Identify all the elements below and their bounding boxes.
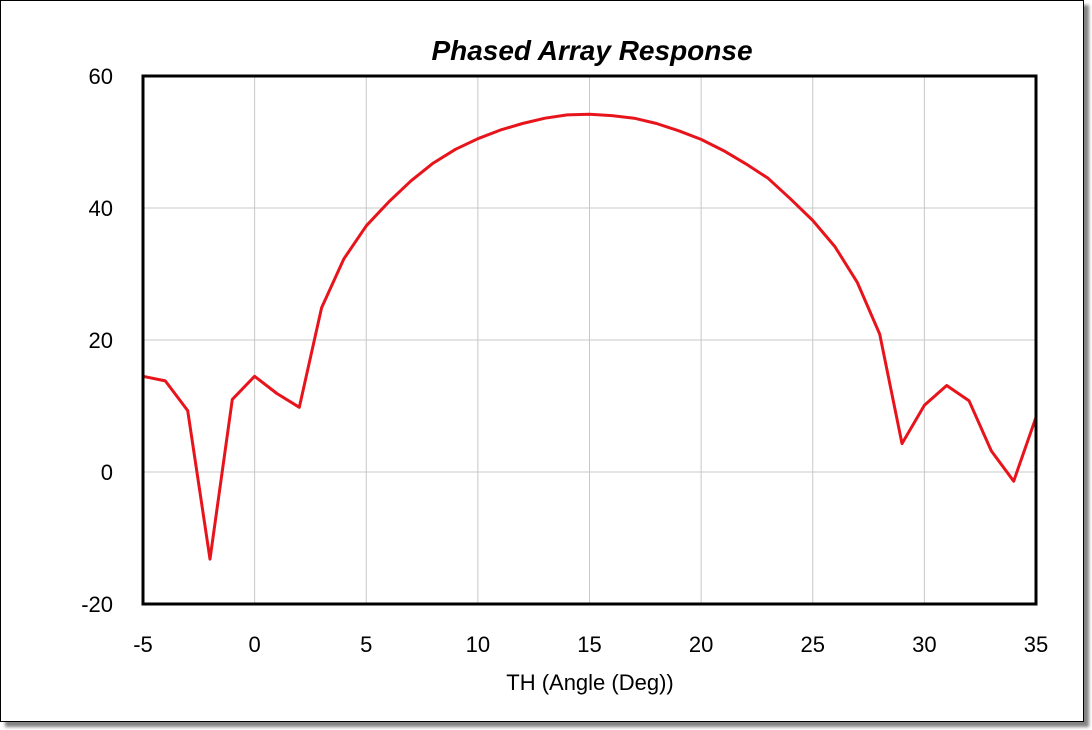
- y-axis-ticks: 60 40 20 0 -20: [81, 64, 113, 617]
- x-tick-label: 0: [249, 632, 261, 657]
- plot-border: [141, 74, 1038, 606]
- x-tick-label: 30: [912, 632, 936, 657]
- y-tick-label: 60: [89, 64, 113, 89]
- x-tick-label: 35: [1024, 632, 1048, 657]
- grid: [142, 75, 1037, 605]
- x-tick-label: 15: [577, 632, 601, 657]
- x-tick-label: 20: [689, 632, 713, 657]
- y-tick-label: 0: [101, 460, 113, 485]
- x-tick-label: -5: [133, 632, 153, 657]
- y-tick-label: -20: [81, 592, 113, 617]
- x-tick-label: 10: [466, 632, 490, 657]
- x-axis-label: TH (Angle (Deg)): [506, 670, 673, 695]
- x-tick-label: 5: [360, 632, 372, 657]
- chart-title: Phased Array Response: [431, 35, 752, 66]
- series-line: [142, 112, 1038, 561]
- x-axis-ticks: -5 0 5 10 15 20 25 30 35: [133, 632, 1048, 657]
- y-tick-label: 40: [89, 196, 113, 221]
- y-tick-label: 20: [89, 328, 113, 353]
- x-tick-label: 25: [801, 632, 825, 657]
